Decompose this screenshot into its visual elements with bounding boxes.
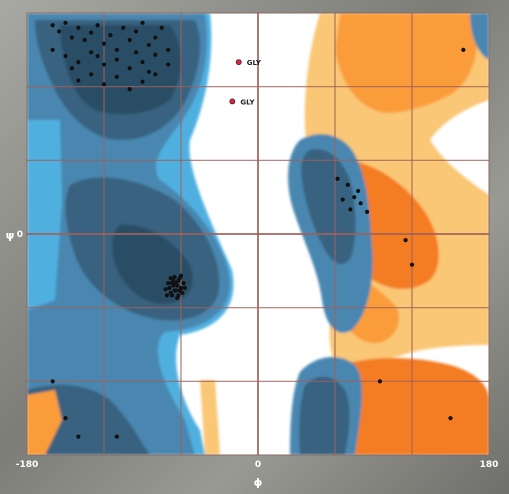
data-point [358,201,363,206]
data-point [76,434,81,439]
data-point [133,50,139,55]
region-bottom-yellow-strip [200,380,220,455]
data-point [409,262,415,267]
region-right-bottom-blue-dark [299,376,350,455]
data-point [95,53,100,59]
data-point [114,74,119,79]
data-point [63,416,68,421]
point-labels: GLY GLY [240,59,262,106]
data-point [181,281,186,286]
data-point [69,35,75,40]
data-point [108,33,113,38]
y-tick-label: 0 [17,230,23,240]
data-point [166,281,171,286]
point-label: GLY [240,98,255,106]
data-point [95,23,100,28]
data-point [169,281,175,286]
region-right-edge-blue [470,13,489,60]
data-point [101,82,107,87]
data-point [56,29,62,34]
data-point [89,30,94,35]
data-point [178,273,184,278]
data-point [76,60,81,65]
data-point [69,66,75,71]
data-point [153,52,158,57]
data-point [377,379,383,384]
region-core-darkest-blue [60,25,182,115]
data-point [345,182,350,187]
data-point [166,62,171,67]
x-tick-labels: -180 0 180 [16,460,499,470]
data-point [127,66,132,71]
data-point [121,25,126,30]
data-point [168,276,173,281]
data-point [163,287,168,292]
data-point [50,47,55,52]
data-point [159,25,164,30]
point-label: GLY [247,59,262,67]
x-tick-label: -180 [16,460,39,470]
data-point [82,37,87,43]
data-point [140,20,145,25]
data-point [50,379,55,384]
data-point [352,195,357,200]
data-point [153,35,158,40]
gridlines [27,13,489,455]
data-point [76,78,81,83]
data-points [50,20,466,439]
data-point [89,50,94,55]
data-point [89,72,94,77]
data-point [175,283,180,288]
data-point [340,197,345,202]
region-right-bottom-orange [330,358,489,455]
data-point [356,188,361,194]
y-axis-label: ψ [6,229,15,242]
glycine-point [229,98,236,105]
data-point [76,25,81,30]
data-point [167,285,172,291]
data-point [172,274,177,280]
data-point [140,79,145,84]
data-point [114,57,119,62]
data-point [182,285,187,291]
data-point [448,416,453,421]
region-right-orange [335,13,478,113]
region-right-blue-dark [301,148,356,265]
data-point [127,37,132,43]
data-point [403,238,408,243]
data-point [133,29,139,34]
y-tick-labels: 0 [17,230,23,240]
data-point [146,42,152,48]
x-axis-label: ϕ [254,476,263,489]
data-point [177,288,182,293]
plot-border [26,12,490,456]
data-point [63,53,68,59]
data-point [335,176,340,181]
data-point [50,23,55,28]
data-point [114,47,119,52]
data-point [63,20,68,25]
region-bottom-left-orange [27,390,62,455]
data-point [140,60,145,65]
data-point [172,288,177,293]
data-point [153,72,158,77]
data-point [101,62,107,67]
glycine-point [235,59,242,66]
data-point [146,69,152,75]
data-point [164,293,169,298]
data-point [348,207,353,212]
region-left-strip [27,120,62,310]
data-point [461,47,466,52]
data-point [127,87,132,92]
data-point [101,41,107,46]
x-tick-label: 180 [480,460,499,470]
x-tick-label: 0 [255,460,261,470]
data-point [114,434,119,439]
data-point [169,293,175,298]
data-point [364,209,370,214]
data-point [176,293,181,298]
data-point [166,47,171,52]
